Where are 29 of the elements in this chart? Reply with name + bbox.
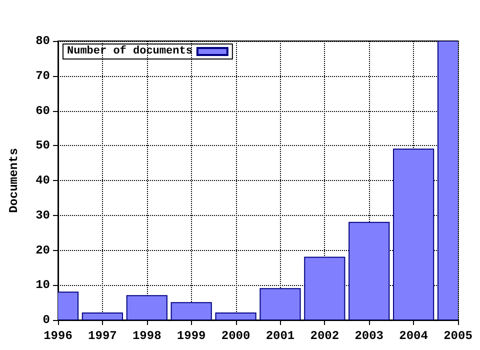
y-tick-label: 50 — [36, 138, 50, 153]
bar — [170, 302, 212, 320]
x-tick-label: 2002 — [310, 329, 340, 343]
y-tick-label: 10 — [36, 278, 50, 292]
y-tick-label: 0 — [42, 313, 50, 327]
x-tick-label: 2004 — [399, 329, 428, 343]
bar — [393, 148, 434, 320]
bar — [348, 222, 390, 320]
y-tick-label: 40 — [36, 174, 50, 188]
y-tick-label: 30 — [36, 208, 50, 222]
bar — [260, 288, 301, 320]
x-tick-label: 1999 — [176, 329, 206, 343]
y-axis-title: Documents — [7, 148, 21, 213]
x-tick-label: 2001 — [266, 329, 295, 343]
x-tick-label: 1997 — [88, 329, 117, 343]
legend-label: Number of documents — [67, 44, 192, 58]
y-tick-label: 70 — [36, 68, 50, 83]
x-tick-label: 1998 — [132, 329, 162, 343]
x-tick-label: 2003 — [354, 329, 384, 343]
bar — [126, 295, 168, 320]
x-tick-label: 2005 — [444, 329, 472, 343]
bar — [82, 312, 123, 320]
y-tick-label: 80 — [36, 34, 50, 48]
bar — [215, 312, 256, 320]
bar — [304, 256, 346, 320]
y-tick-label: 20 — [36, 243, 50, 258]
x-tick-label: 2000 — [221, 329, 250, 343]
x-tick-label: 1996 — [44, 329, 72, 343]
y-tick-label: 60 — [36, 104, 50, 118]
